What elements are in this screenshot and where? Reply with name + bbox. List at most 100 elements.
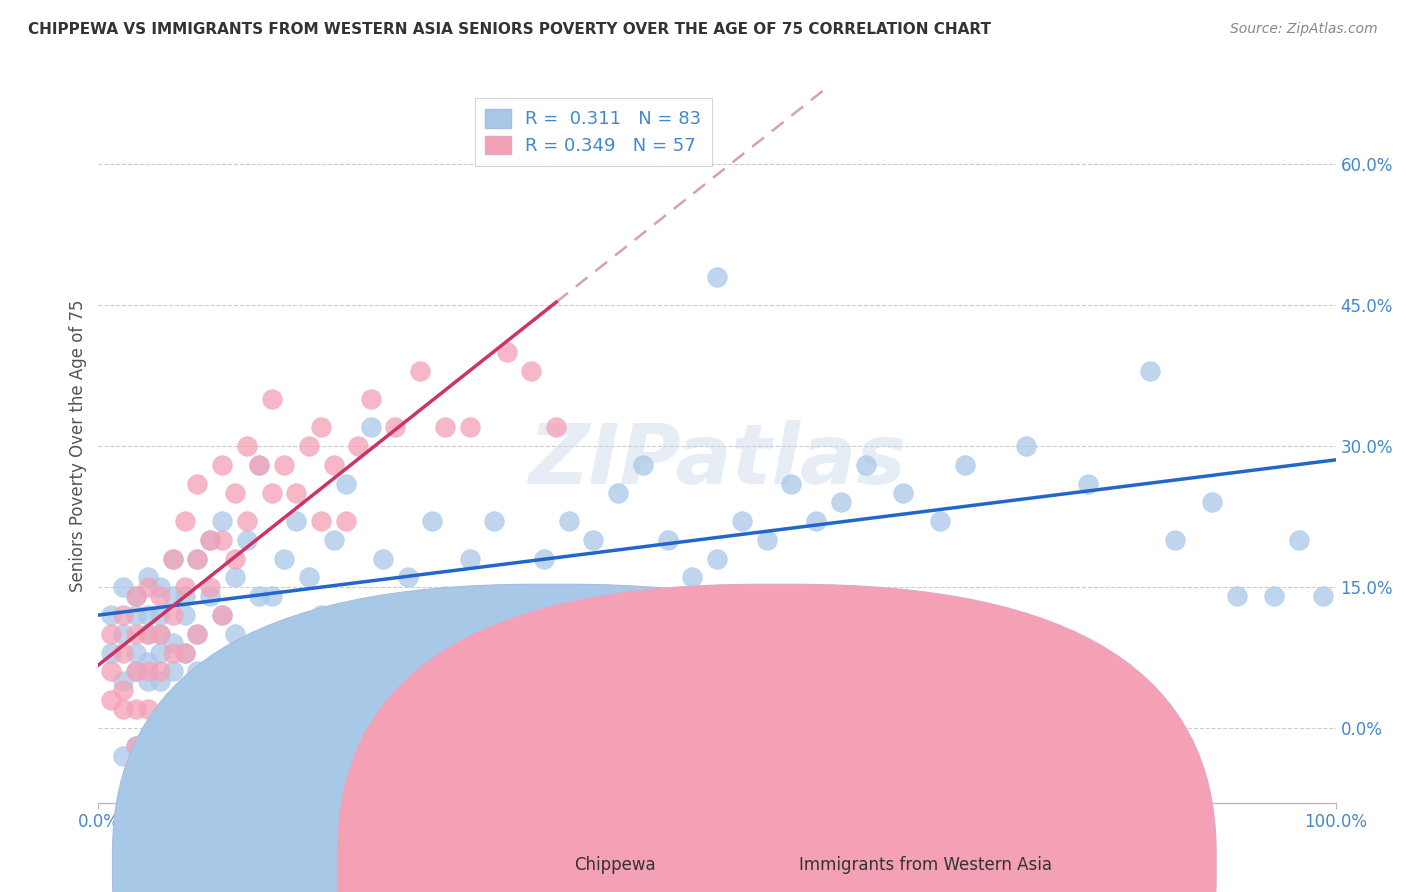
Point — [236, 533, 259, 547]
Point — [582, 533, 605, 547]
Point — [124, 665, 146, 679]
Point — [508, 589, 530, 603]
Point — [198, 589, 221, 603]
Point — [247, 458, 270, 472]
Point — [891, 486, 914, 500]
Point — [112, 580, 135, 594]
Point — [520, 364, 543, 378]
Point — [495, 345, 517, 359]
Point — [174, 646, 197, 660]
Point — [433, 589, 456, 603]
Point — [124, 589, 146, 603]
Point — [384, 420, 406, 434]
Text: ZIPatlas: ZIPatlas — [529, 420, 905, 500]
Point — [360, 420, 382, 434]
Text: Chippewa: Chippewa — [574, 856, 655, 874]
Point — [309, 420, 332, 434]
Point — [309, 607, 332, 622]
Point — [780, 476, 803, 491]
Point — [804, 514, 827, 528]
Point — [198, 533, 221, 547]
Point — [260, 486, 283, 500]
Point — [149, 646, 172, 660]
Point — [273, 458, 295, 472]
Point — [186, 627, 208, 641]
Point — [162, 636, 184, 650]
Point — [285, 514, 308, 528]
Point — [928, 514, 950, 528]
Point — [124, 646, 146, 660]
Point — [546, 420, 568, 434]
Point — [112, 702, 135, 716]
Point — [100, 646, 122, 660]
Point — [136, 665, 159, 679]
Point — [830, 495, 852, 509]
Point — [298, 570, 321, 584]
Point — [186, 551, 208, 566]
Point — [1015, 439, 1038, 453]
Point — [100, 692, 122, 706]
Point — [607, 486, 630, 500]
Point — [681, 570, 703, 584]
Point — [224, 486, 246, 500]
Point — [149, 627, 172, 641]
Point — [1288, 533, 1310, 547]
Point — [347, 439, 370, 453]
Point — [484, 514, 506, 528]
Text: Immigrants from Western Asia: Immigrants from Western Asia — [799, 856, 1052, 874]
Point — [273, 551, 295, 566]
Point — [112, 646, 135, 660]
Point — [124, 739, 146, 754]
Point — [1201, 495, 1223, 509]
Point — [186, 551, 208, 566]
Point — [136, 607, 159, 622]
Point — [186, 665, 208, 679]
Point — [100, 627, 122, 641]
Point — [162, 551, 184, 566]
Point — [136, 570, 159, 584]
Point — [335, 476, 357, 491]
Point — [162, 665, 184, 679]
Point — [174, 607, 197, 622]
Point — [706, 551, 728, 566]
Point — [162, 589, 184, 603]
Point — [260, 392, 283, 406]
Point — [1263, 589, 1285, 603]
Legend: R =  0.311   N = 83, R = 0.349   N = 57: R = 0.311 N = 83, R = 0.349 N = 57 — [475, 98, 711, 166]
Point — [1164, 533, 1187, 547]
Point — [706, 270, 728, 285]
Point — [433, 420, 456, 434]
Point — [247, 458, 270, 472]
Point — [755, 533, 778, 547]
Point — [124, 739, 146, 754]
Point — [186, 476, 208, 491]
Point — [1226, 589, 1249, 603]
Point — [112, 673, 135, 688]
Point — [174, 580, 197, 594]
Point — [322, 458, 344, 472]
Point — [162, 551, 184, 566]
Point — [124, 589, 146, 603]
Point — [174, 646, 197, 660]
Point — [124, 607, 146, 622]
Point — [396, 570, 419, 584]
Point — [322, 533, 344, 547]
Point — [422, 514, 444, 528]
Point — [631, 458, 654, 472]
Point — [731, 514, 754, 528]
Point — [136, 580, 159, 594]
Point — [162, 607, 184, 622]
Point — [149, 589, 172, 603]
Point — [211, 607, 233, 622]
Point — [100, 607, 122, 622]
Point — [211, 458, 233, 472]
Point — [149, 730, 172, 744]
Point — [236, 439, 259, 453]
Point — [855, 458, 877, 472]
Point — [149, 580, 172, 594]
Point — [162, 646, 184, 660]
Point — [198, 580, 221, 594]
Point — [224, 551, 246, 566]
Point — [657, 533, 679, 547]
Point — [124, 627, 146, 641]
